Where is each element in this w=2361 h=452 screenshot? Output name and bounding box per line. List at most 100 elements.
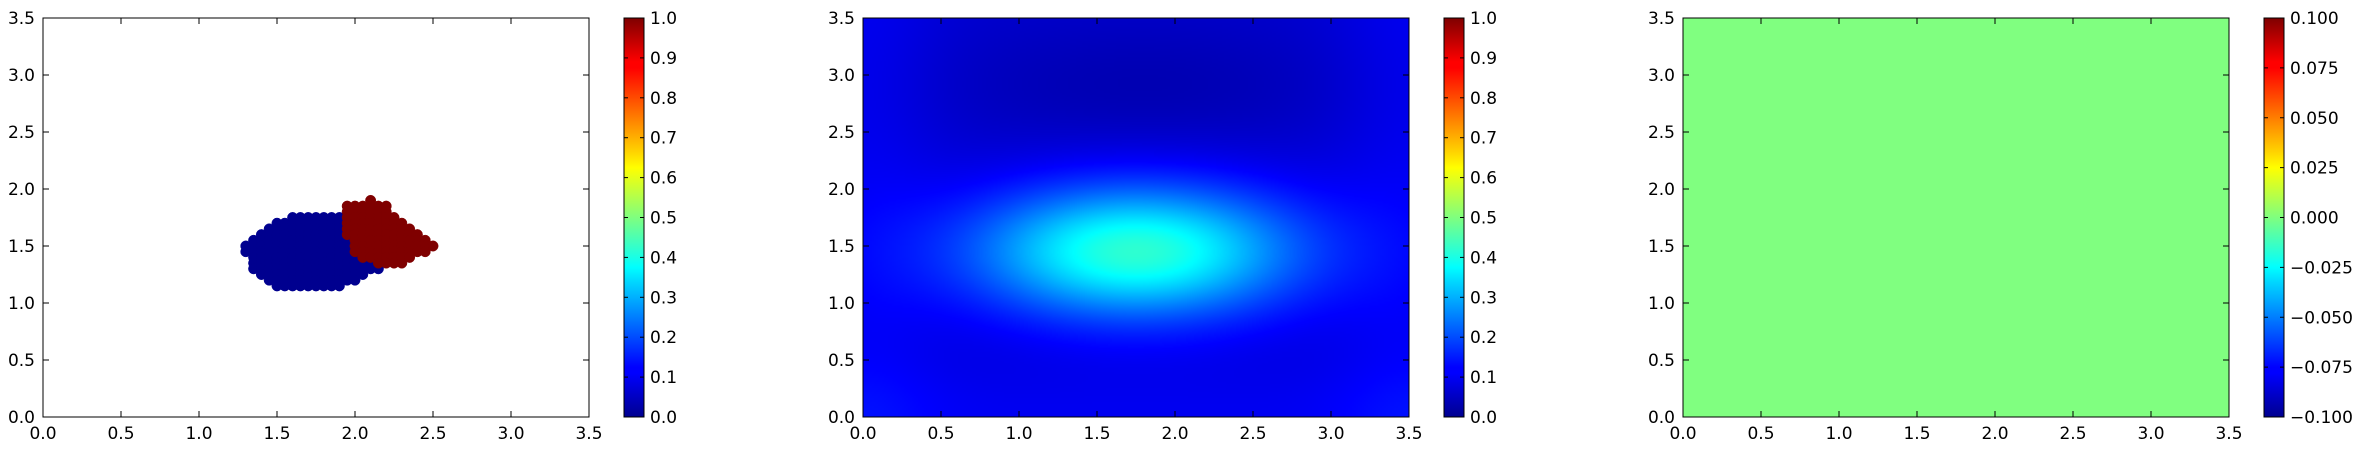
- axes-frame: [1682, 17, 2230, 418]
- x-tick-label: 3.0: [1317, 424, 1344, 444]
- panel-heatmap-field: 0.0 0.5 1.0 1.5 2.0 2.5 3.0 3.5 0.0 0.5 1.0 1.5 2.0…: [828, 9, 1497, 444]
- y-axis: 0.0 0.5 1.0 1.5 2.0 2.5 3.0 3.5: [1648, 9, 2229, 428]
- y-tick-label: 3.0: [1648, 66, 1675, 86]
- x-tick-label: 3.5: [1395, 424, 1422, 444]
- colorbar-ticks: 0.0 0.1 0.2 0.3 0.4 0.5 0.6 0.7 0.8 0.9 1.0: [624, 9, 677, 428]
- axes-frame: [862, 17, 1410, 418]
- y-tick-label: 0.0: [8, 408, 35, 428]
- y-tick-label: 0.5: [828, 351, 855, 371]
- x-tick-label: 3.5: [2215, 424, 2242, 444]
- colorbar-tick-label: 0.7: [1470, 129, 1497, 149]
- y-tick-label: 1.0: [1648, 294, 1675, 314]
- colorbar-tick-label: 0.4: [650, 248, 677, 268]
- colorbar-tick-label: 0.5: [650, 209, 677, 229]
- x-tick-label: 1.0: [185, 424, 212, 444]
- x-tick-label: 2.0: [1981, 424, 2008, 444]
- colorbar-tick-label: −0.050: [2290, 308, 2353, 328]
- x-tick-label: 2.0: [1161, 424, 1188, 444]
- colorbar-tick-label: 0.3: [650, 288, 677, 308]
- panel-heatmap-uniform: 0.0 0.5 1.0 1.5 2.0 2.5 3.0 3.5 0.0 0.5 1.0 1.5 2.0…: [1648, 9, 2353, 444]
- scatter-point: [349, 274, 361, 286]
- y-tick-label: 0.0: [828, 408, 855, 428]
- x-tick-label: 0.5: [927, 424, 954, 444]
- x-tick-label: 1.5: [1083, 424, 1110, 444]
- x-axis: 0.0 0.5 1.0 1.5 2.0 2.5 3.0 3.5: [849, 18, 1423, 444]
- colorbar-tick-label: 0.8: [1470, 89, 1497, 109]
- colorbar-tick-label: 0.7: [650, 129, 677, 149]
- heatmap-fill: [1683, 18, 2229, 417]
- y-tick-label: 2.5: [828, 123, 855, 143]
- x-axis: 0.0 0.5 1.0 1.5 2.0 2.5 3.0 3.5: [1669, 18, 2243, 444]
- y-tick-label: 1.5: [828, 237, 855, 257]
- colorbar-tick-label: 0.9: [650, 49, 677, 69]
- scatter-marks: [240, 194, 439, 292]
- x-tick-label: 2.5: [2059, 424, 2086, 444]
- x-tick-label: 2.5: [1239, 424, 1266, 444]
- x-tick-label: 3.0: [497, 424, 524, 444]
- colorbar-tick-label: 1.0: [650, 9, 677, 29]
- colorbar-ticks: −0.100 −0.075 −0.050 −0.025 0.000 0.025 0.050 0…: [2264, 9, 2353, 428]
- x-tick-label: 0.0: [849, 424, 876, 444]
- heatmap-image: [863, 18, 1409, 417]
- y-tick-label: 2.0: [8, 180, 35, 200]
- y-tick-label: 1.5: [1648, 237, 1675, 257]
- x-tick-label: 1.5: [1903, 424, 1930, 444]
- colorbar-tick-label: 1.0: [1470, 9, 1497, 29]
- colorbar-tick-label: 0.100: [2290, 9, 2339, 29]
- colorbar-tick-label: 0.1: [1470, 368, 1497, 388]
- colorbar-tick-label: 0.0: [650, 408, 677, 428]
- scatter-point: [357, 269, 369, 280]
- y-tick-label: 2.5: [8, 123, 35, 143]
- y-tick-label: 1.5: [8, 237, 35, 257]
- colorbar-tick-label: 0.6: [1470, 169, 1497, 189]
- y-tick-label: 2.0: [828, 180, 855, 200]
- colorbar-tick-label: 0.6: [650, 169, 677, 189]
- y-tick-label: 0.5: [8, 351, 35, 371]
- x-tick-label: 1.5: [263, 424, 290, 444]
- y-tick-label: 3.5: [1648, 9, 1675, 29]
- y-tick-label: 2.0: [1648, 180, 1675, 200]
- axes-frame: [42, 17, 590, 418]
- colorbar-tick-label: 0.2: [1470, 328, 1497, 348]
- y-tick-label: 3.0: [828, 66, 855, 86]
- colorbar-tick-label: −0.075: [2290, 358, 2353, 378]
- colorbar-tick-label: −0.100: [2290, 408, 2353, 428]
- scatter-point: [333, 280, 345, 292]
- y-tick-label: 0.5: [1648, 351, 1675, 371]
- colorbar-tick-label: 0.8: [650, 89, 677, 109]
- x-axis: 0.0 0.5 1.0 1.5 2.0 2.5 3.0 3.5: [29, 18, 603, 444]
- colorbar-tick-label: 0.3: [1470, 288, 1497, 308]
- x-tick-label: 1.0: [1005, 424, 1032, 444]
- colorbar-tick-label: 0.050: [2290, 109, 2339, 129]
- colorbar-tick-label: 0.075: [2290, 59, 2339, 79]
- y-tick-label: 3.5: [8, 9, 35, 29]
- y-tick-label: 1.0: [8, 294, 35, 314]
- colorbar-tick-label: −0.025: [2290, 258, 2353, 278]
- y-tick-label: 2.5: [1648, 123, 1675, 143]
- x-tick-label: 0.5: [107, 424, 134, 444]
- x-tick-label: 2.5: [419, 424, 446, 444]
- x-tick-label: 3.0: [2137, 424, 2164, 444]
- colorbar-tick-label: 0.1: [650, 368, 677, 388]
- panel-scatter: 0.0 0.5 1.0 1.5 2.0 2.5 3.0 3.5 0.0 0.5 1.0 1.5 2.0…: [8, 9, 677, 444]
- y-tick-label: 3.0: [8, 66, 35, 86]
- colorbar-tick-label: 0.0: [1470, 408, 1497, 428]
- y-axis: 0.0 0.5 1.0 1.5 2.0 2.5 3.0 3.5: [8, 9, 589, 428]
- y-tick-label: 1.0: [828, 294, 855, 314]
- scatter-point: [396, 257, 408, 269]
- colorbar-ticks: 0.0 0.1 0.2 0.3 0.4 0.5 0.6 0.7 0.8 0.9 1.0: [1444, 9, 1497, 428]
- colorbar-tick-label: 0.000: [2290, 209, 2339, 229]
- y-tick-label: 3.5: [828, 9, 855, 29]
- x-tick-label: 0.5: [1747, 424, 1774, 444]
- scatter-point: [404, 251, 416, 263]
- y-axis: 0.0 0.5 1.0 1.5 2.0 2.5 3.0 3.5: [828, 9, 1409, 428]
- colorbar-tick-label: 0.4: [1470, 248, 1497, 268]
- x-tick-label: 0.0: [1669, 424, 1696, 444]
- scatter-point: [427, 240, 439, 252]
- y-tick-label: 0.0: [1648, 408, 1675, 428]
- colorbar-tick-label: 0.2: [650, 328, 677, 348]
- x-tick-label: 0.0: [29, 424, 56, 444]
- x-tick-label: 3.5: [575, 424, 602, 444]
- x-tick-label: 2.0: [341, 424, 368, 444]
